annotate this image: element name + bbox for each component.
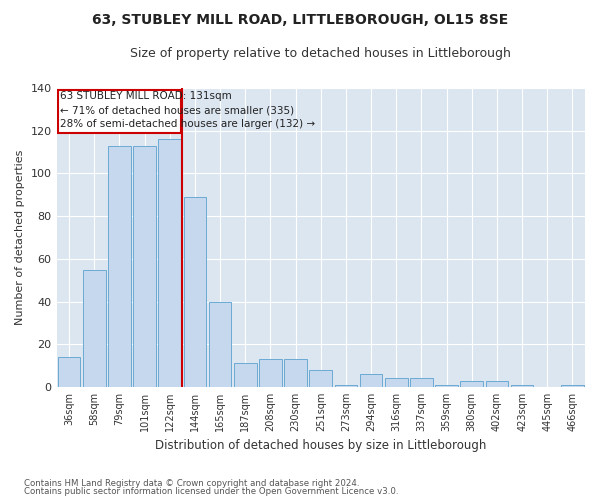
Bar [234,364,257,387]
Bar [284,359,307,387]
Bar [410,378,433,387]
Y-axis label: Number of detached properties: Number of detached properties [15,150,25,325]
Bar [335,385,357,387]
Bar [58,357,80,387]
Bar [259,359,282,387]
Bar [310,370,332,387]
Bar [561,385,584,387]
Bar [460,380,483,387]
Text: Contains public sector information licensed under the Open Government Licence v3: Contains public sector information licen… [24,487,398,496]
Bar [385,378,407,387]
FancyBboxPatch shape [58,90,181,133]
Bar [158,140,181,387]
Bar [511,385,533,387]
Bar [83,270,106,387]
Text: 63, STUBLEY MILL ROAD, LITTLEBOROUGH, OL15 8SE: 63, STUBLEY MILL ROAD, LITTLEBOROUGH, OL… [92,12,508,26]
Bar [184,197,206,387]
Bar [209,302,232,387]
Bar [108,146,131,387]
Text: Contains HM Land Registry data © Crown copyright and database right 2024.: Contains HM Land Registry data © Crown c… [24,478,359,488]
X-axis label: Distribution of detached houses by size in Littleborough: Distribution of detached houses by size … [155,440,487,452]
Bar [435,385,458,387]
Bar [485,380,508,387]
Text: 63 STUBLEY MILL ROAD: 131sqm
← 71% of detached houses are smaller (335)
28% of s: 63 STUBLEY MILL ROAD: 131sqm ← 71% of de… [61,92,316,130]
Title: Size of property relative to detached houses in Littleborough: Size of property relative to detached ho… [130,48,511,60]
Bar [360,374,382,387]
Bar [133,146,156,387]
